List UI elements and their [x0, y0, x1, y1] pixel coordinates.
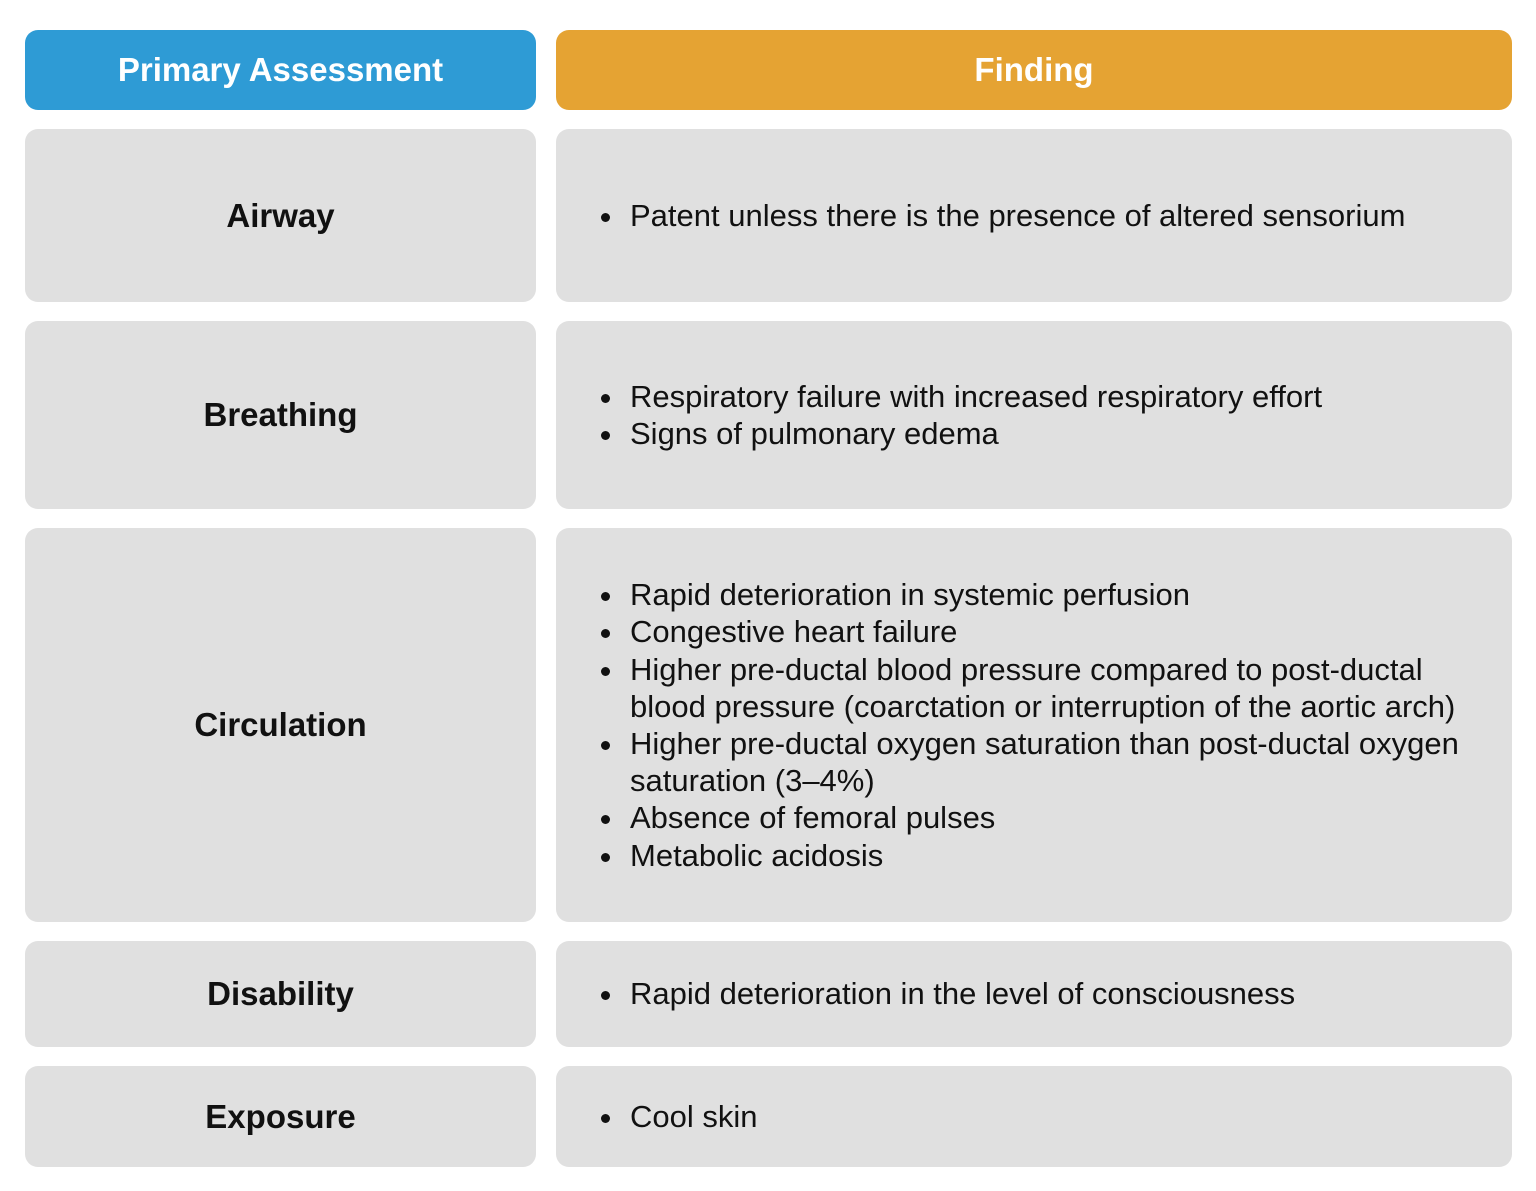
assessment-cell: Breathing: [25, 321, 536, 509]
finding-item: Higher pre-ductal blood pressure compare…: [626, 651, 1482, 725]
finding-item: Absence of femoral pulses: [626, 799, 1482, 836]
assessment-findings-table: Primary Assessment Finding Airway Patent…: [25, 30, 1512, 1167]
finding-item: Higher pre-ductal oxygen saturation than…: [626, 725, 1482, 799]
assessment-label: Breathing: [203, 396, 358, 433]
findings-list: Rapid deterioration in the level of cons…: [556, 975, 1295, 1012]
assessment-cell: Airway: [25, 129, 536, 302]
finding-header-label: Finding: [974, 51, 1094, 88]
finding-cell: Cool skin: [556, 1066, 1512, 1167]
finding-item: Signs of pulmonary edema: [626, 415, 1322, 452]
assessment-label: Exposure: [205, 1097, 356, 1135]
finding-item: Patent unless there is the presence of a…: [626, 197, 1405, 234]
assessment-cell: Disability: [25, 941, 536, 1047]
assessment-label: Circulation: [194, 706, 367, 743]
assessment-cell: Exposure: [25, 1066, 536, 1167]
finding-item: Rapid deterioration in systemic perfusio…: [626, 576, 1482, 613]
finding-cell: Respiratory failure with increased respi…: [556, 321, 1512, 509]
findings-list: Rapid deterioration in systemic perfusio…: [556, 576, 1482, 874]
findings-list: Patent unless there is the presence of a…: [556, 197, 1405, 234]
findings-list: Cool skin: [556, 1098, 758, 1135]
finding-cell: Rapid deterioration in the level of cons…: [556, 941, 1512, 1047]
finding-item: Metabolic acidosis: [626, 837, 1482, 874]
finding-item: Respiratory failure with increased respi…: [626, 378, 1322, 415]
finding-item: Cool skin: [626, 1098, 758, 1135]
primary-assessment-header: Primary Assessment: [25, 30, 536, 110]
finding-item: Congestive heart failure: [626, 613, 1482, 650]
assessment-label: Disability: [207, 975, 354, 1012]
assessment-label: Airway: [226, 196, 335, 234]
finding-item: Rapid deterioration in the level of cons…: [626, 975, 1295, 1012]
finding-cell: Patent unless there is the presence of a…: [556, 129, 1512, 302]
primary-assessment-header-label: Primary Assessment: [117, 51, 444, 88]
findings-list: Respiratory failure with increased respi…: [556, 378, 1322, 452]
assessment-cell: Circulation: [25, 528, 536, 922]
finding-cell: Rapid deterioration in systemic perfusio…: [556, 528, 1512, 922]
finding-header: Finding: [556, 30, 1512, 110]
